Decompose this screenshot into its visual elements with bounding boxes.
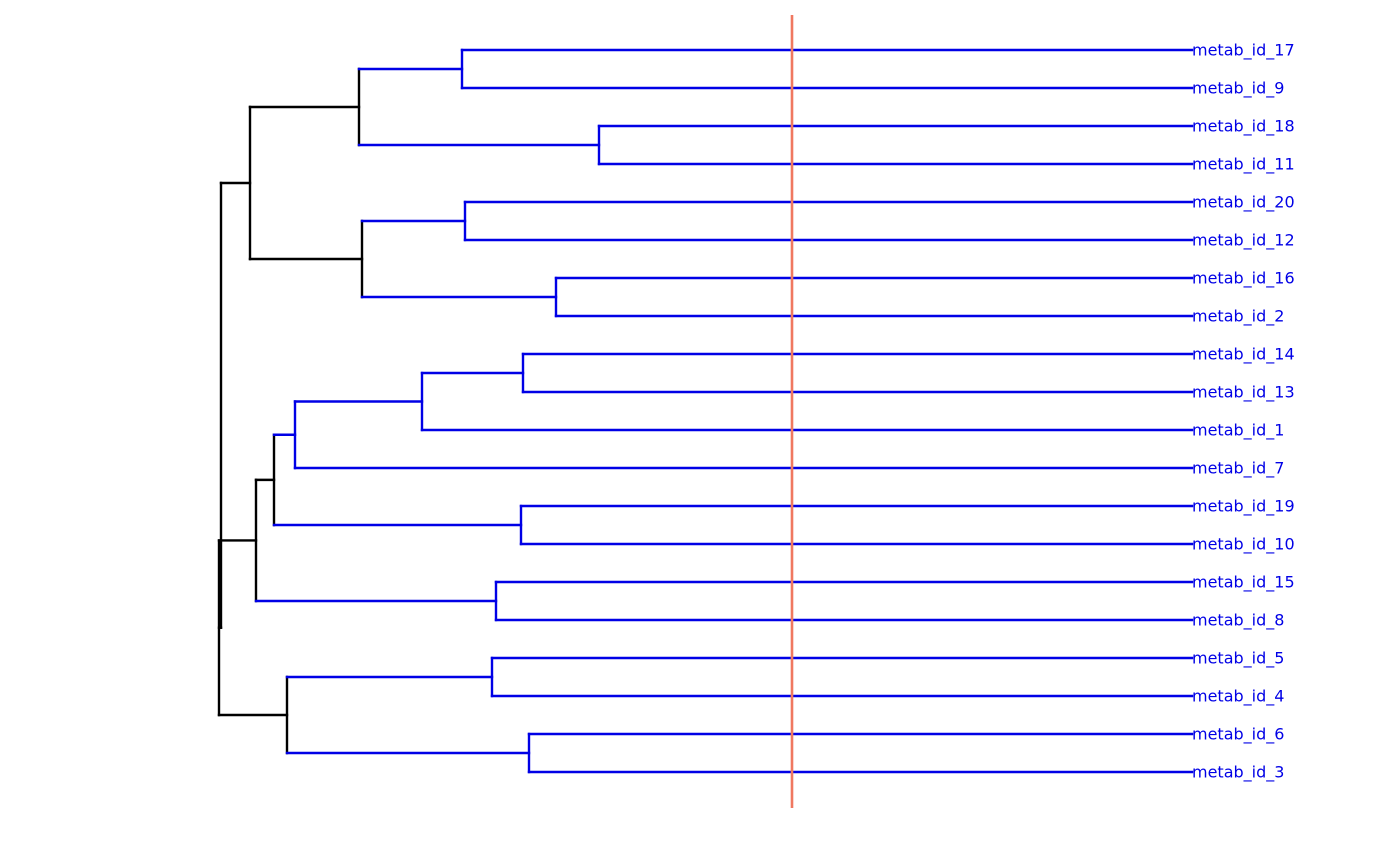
leaf-label: metab_id_9 xyxy=(1192,79,1284,99)
leaf-label: metab_id_6 xyxy=(1192,725,1284,745)
leaf-label: metab_id_1 xyxy=(1192,421,1284,441)
leaf-label: metab_id_7 xyxy=(1192,459,1284,479)
leaf-label: metab_id_10 xyxy=(1192,535,1295,555)
leaf-label: metab_id_12 xyxy=(1192,231,1295,251)
leaf-label: metab_id_2 xyxy=(1192,307,1284,327)
leaf-label: metab_id_19 xyxy=(1192,497,1295,517)
leaf-label: metab_id_13 xyxy=(1192,383,1295,403)
leaf-label: metab_id_20 xyxy=(1192,193,1295,213)
leaf-label: metab_id_11 xyxy=(1192,155,1295,175)
leaf-label: metab_id_5 xyxy=(1192,649,1284,669)
dendrogram-branches xyxy=(217,48,1194,774)
leaf-labels: metab_id_17 metab_id_9 metab_id_18 metab_id… xyxy=(1192,41,1295,783)
leaf-label: metab_id_17 xyxy=(1192,41,1295,61)
leaf-label: metab_id_15 xyxy=(1192,573,1295,593)
leaf-label: metab_id_8 xyxy=(1192,611,1284,631)
leaf-label: metab_id_3 xyxy=(1192,763,1284,783)
leaf-label: metab_id_18 xyxy=(1192,117,1295,137)
leaf-label: metab_id_16 xyxy=(1192,269,1295,289)
leaf-label: metab_id_14 xyxy=(1192,345,1295,365)
leaf-label: metab_id_4 xyxy=(1192,687,1284,707)
